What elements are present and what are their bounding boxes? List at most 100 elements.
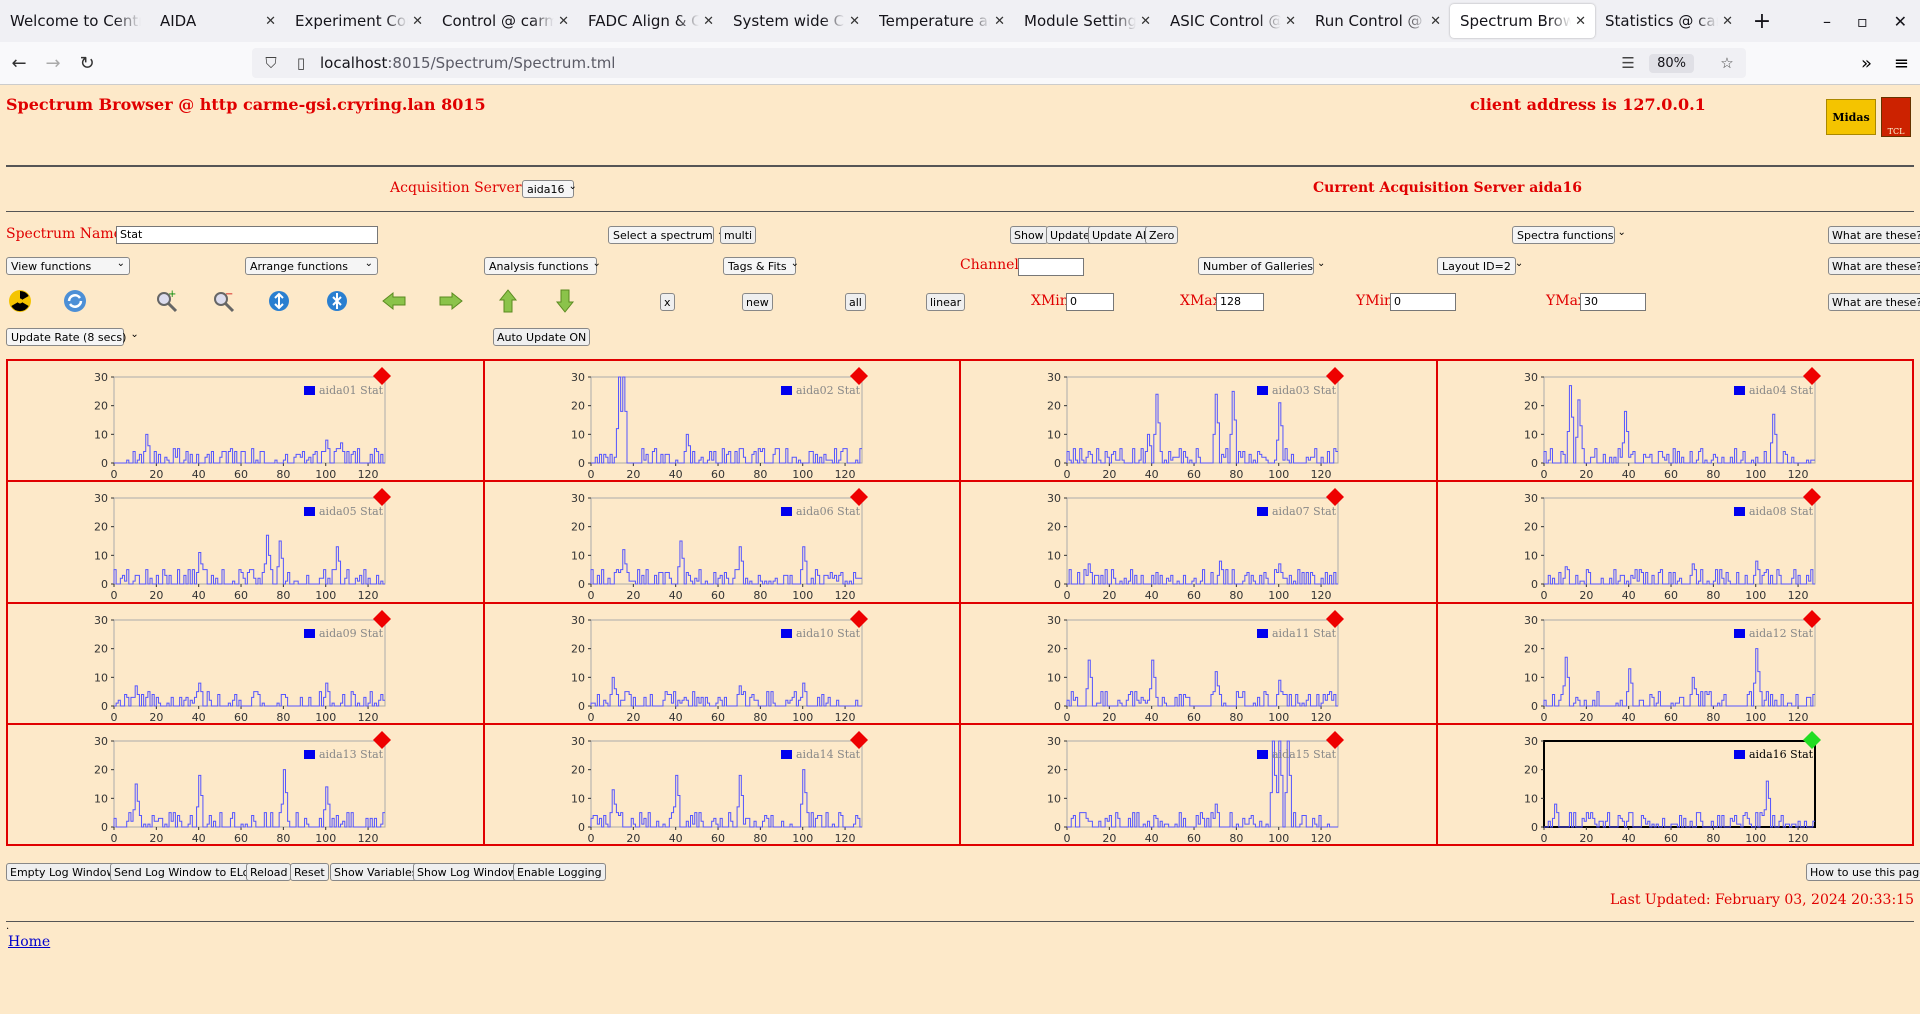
multi-button[interactable]: multi	[720, 226, 757, 244]
show-log-button[interactable]: Show Log Window	[413, 863, 521, 881]
arrow-right-icon[interactable]	[437, 287, 465, 315]
x-button[interactable]: x	[660, 293, 675, 311]
spectrum-panel[interactable]: 0 10 20 30 0 20 40 60 80 100 120 aida01 Stat	[7, 360, 484, 482]
menu-icon[interactable]: ≡	[1893, 52, 1910, 74]
close-tab-icon[interactable]: ✕	[1285, 13, 1296, 29]
close-tab-icon[interactable]: ✕	[558, 13, 569, 29]
browser-tab[interactable]: Experiment Control✕	[285, 0, 432, 42]
bookmark-star-icon[interactable]: ☆	[1720, 54, 1734, 72]
spectrum-panel[interactable]: 0 10 20 30 0 20 40 60 80 100 120 aida12 Stat	[1436, 602, 1913, 724]
close-tab-icon[interactable]: ✕	[1430, 13, 1441, 29]
close-tab-icon[interactable]: ✕	[703, 13, 714, 29]
back-icon[interactable]: ←	[11, 52, 27, 74]
browser-tab[interactable]: ASIC Control @ c✕	[1160, 0, 1305, 42]
close-tab-icon[interactable]: ✕	[849, 13, 860, 29]
empty-log-button[interactable]: Empty Log Window	[6, 863, 120, 881]
home-link[interactable]: Home	[8, 934, 51, 950]
reload-icon[interactable]: ↻	[79, 52, 95, 74]
select-spectrum-dropdown[interactable]: Select a spectrum	[608, 226, 714, 244]
auto-update-button[interactable]: Auto Update ON	[493, 328, 591, 346]
browser-tab[interactable]: FADC Align & Control✕	[578, 0, 723, 42]
spectrum-panel[interactable]: 0 10 20 30 0 20 40 60 80 100 120 aida06 Stat	[483, 481, 960, 603]
channel-input[interactable]	[1018, 258, 1084, 276]
minimize-icon[interactable]: –	[1822, 11, 1831, 31]
refresh-icon[interactable]	[61, 287, 89, 315]
view-functions-dropdown[interactable]: View functions	[6, 257, 130, 275]
spectrum-name-input[interactable]: Stat	[116, 226, 378, 244]
browser-tab[interactable]: Control @ carme✕	[432, 0, 578, 42]
close-tab-icon[interactable]: ✕	[265, 13, 276, 29]
update-rate-dropdown[interactable]: Update Rate (8 secs)	[6, 328, 126, 346]
xmax-input[interactable]: 128	[1216, 293, 1264, 311]
browser-tab[interactable]: Spectrum Browser✕	[1450, 4, 1595, 38]
spectrum-panel[interactable]: 0 10 20 30 0 20 40 60 80 100 120 aida08 Stat	[1436, 481, 1913, 603]
close-window-icon[interactable]: ✕	[1893, 11, 1908, 31]
new-button[interactable]: new	[742, 293, 773, 311]
compress-y-icon[interactable]	[323, 287, 351, 315]
xmin-input[interactable]: 0	[1066, 293, 1114, 311]
show-button[interactable]: Show	[1010, 226, 1048, 244]
spectrum-panel[interactable]: 0 10 20 30 0 20 40 60 80 100 120 aida07 Stat	[960, 481, 1437, 603]
spectrum-panel[interactable]: 0 10 20 30 0 20 40 60 80 100 120 aida10 Stat	[483, 602, 960, 724]
close-tab-icon[interactable]: ✕	[1575, 13, 1586, 29]
ymax-input[interactable]: 30	[1580, 293, 1646, 311]
update-all-button[interactable]: Update All	[1088, 226, 1153, 244]
spectrum-panel[interactable]: 0 10 20 30 0 20 40 60 80 100 120 aida09 Stat	[7, 602, 484, 724]
spectrum-panel[interactable]: 0 10 20 30 0 20 40 60 80 100 120 aida14 Stat	[483, 723, 960, 845]
update-button[interactable]: Update	[1046, 226, 1094, 244]
browser-tab[interactable]: Module Settings ✕	[1014, 0, 1160, 42]
layout-dropdown[interactable]: Layout ID=2	[1437, 257, 1516, 275]
enable-logging-button[interactable]: Enable Logging	[513, 863, 606, 881]
browser-tab[interactable]: Statistics @ carm✕	[1595, 0, 1742, 42]
reader-view-icon[interactable]: ☰	[1621, 54, 1635, 72]
zoom-level[interactable]: 80%	[1649, 53, 1694, 73]
reset-button[interactable]: Reset	[290, 863, 329, 881]
url-bar[interactable]: ⛉ ▯ localhost:8015/Spectrum/Spectrum.tml…	[252, 48, 1746, 78]
how-to-use-button[interactable]: How to use this page	[1806, 863, 1920, 881]
radiation-icon[interactable]	[6, 287, 34, 315]
galleries-dropdown[interactable]: Number of Galleries	[1198, 257, 1314, 275]
browser-tab[interactable]: Welcome to Centre	[0, 0, 150, 42]
arrow-down-icon[interactable]	[551, 287, 579, 315]
browser-tab[interactable]: AIDA ✕	[150, 0, 285, 42]
spectrum-panel[interactable]: 0 10 20 30 0 20 40 60 80 100 120 aida15 Stat	[960, 723, 1437, 845]
spectrum-panel[interactable]: 0 10 20 30 0 20 40 60 80 100 120 aida16 Stat	[1436, 723, 1913, 845]
spectrum-panel[interactable]: 0 10 20 30 0 20 40 60 80 100 120 aida02 Stat	[483, 360, 960, 482]
close-tab-icon[interactable]: ✕	[1140, 13, 1151, 29]
arrange-functions-dropdown[interactable]: Arrange functions	[245, 257, 378, 275]
spectrum-panel[interactable]: 0 10 20 30 0 20 40 60 80 100 120 aida03 Stat	[960, 360, 1437, 482]
close-tab-icon[interactable]: ✕	[994, 13, 1005, 29]
arrow-left-icon[interactable]	[380, 287, 408, 315]
zoom-in-icon[interactable]: +	[152, 287, 180, 315]
forward-icon[interactable]: →	[45, 52, 61, 74]
browser-tab[interactable]: Run Control @ c ✕	[1305, 0, 1450, 42]
zero-button[interactable]: Zero	[1145, 226, 1179, 244]
maximize-icon[interactable]: ▫	[1856, 11, 1868, 31]
show-variables-button[interactable]: Show Variables	[330, 863, 422, 881]
close-tab-icon[interactable]: ✕	[1722, 13, 1733, 29]
acq-server-select[interactable]: aida16	[522, 180, 574, 198]
spectra-functions-dropdown[interactable]: Spectra functions	[1512, 226, 1615, 244]
expand-y-icon[interactable]	[265, 287, 293, 315]
what-are-these-button[interactable]: What are these?	[1828, 293, 1920, 311]
overflow-chevron-icon[interactable]: »	[1860, 52, 1872, 74]
ymin-input[interactable]: 0	[1390, 293, 1456, 311]
what-are-these-button[interactable]: What are these?	[1828, 226, 1920, 244]
linear-button[interactable]: linear	[926, 293, 966, 311]
close-tab-icon[interactable]: ✕	[412, 13, 423, 29]
spectrum-panel[interactable]: 0 10 20 30 0 20 40 60 80 100 120 aida04 Stat	[1436, 360, 1913, 482]
spectrum-panel[interactable]: 0 10 20 30 0 20 40 60 80 100 120 aida13 Stat	[7, 723, 484, 845]
arrow-up-icon[interactable]	[494, 287, 522, 315]
new-tab-icon[interactable]: +	[1752, 8, 1772, 34]
send-log-button[interactable]: Send Log Window to ELog	[110, 863, 261, 881]
analysis-functions-dropdown[interactable]: Analysis functions	[484, 257, 597, 275]
browser-tab[interactable]: System wide Checks✕	[723, 0, 869, 42]
reload-button[interactable]: Reload	[246, 863, 292, 881]
spectrum-panel[interactable]: 0 10 20 30 0 20 40 60 80 100 120 aida11 Stat	[960, 602, 1437, 724]
browser-tab[interactable]: Temperature and✕	[869, 0, 1014, 42]
what-are-these-button[interactable]: What are these?	[1828, 257, 1920, 275]
zoom-out-icon[interactable]: −	[209, 287, 237, 315]
tags-fits-dropdown[interactable]: Tags & Fits	[723, 257, 796, 275]
spectrum-panel[interactable]: 0 10 20 30 0 20 40 60 80 100 120 aida05 Stat	[7, 481, 484, 603]
all-button[interactable]: all	[845, 293, 866, 311]
